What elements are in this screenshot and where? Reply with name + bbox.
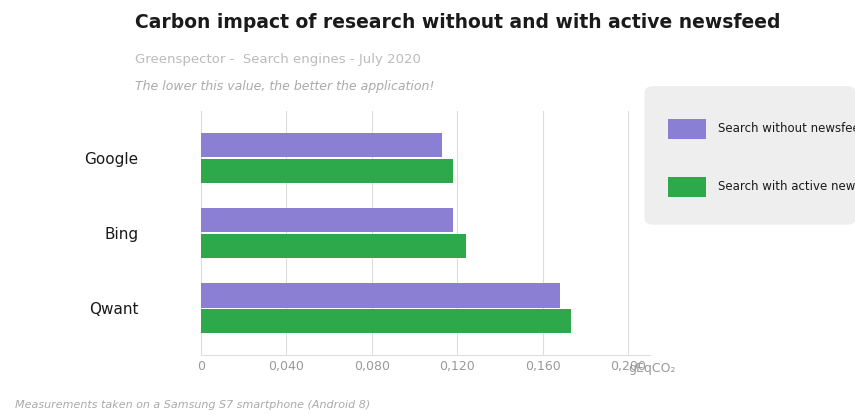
Bar bbox=[201, 234, 466, 258]
Bar bbox=[201, 159, 453, 183]
Text: gEqCO₂: gEqCO₂ bbox=[628, 362, 676, 375]
Bar bbox=[201, 284, 560, 307]
Text: Greenspector -  Search engines - July 2020: Greenspector - Search engines - July 202… bbox=[135, 52, 421, 66]
Text: Carbon impact of research without and with active newsfeed: Carbon impact of research without and wi… bbox=[135, 13, 781, 32]
Bar bbox=[201, 208, 453, 232]
Bar bbox=[668, 119, 706, 139]
Text: Search with active newsfeed: Search with active newsfeed bbox=[717, 181, 855, 193]
Text: Search without newsfeed: Search without newsfeed bbox=[717, 123, 855, 135]
Bar bbox=[201, 133, 443, 157]
FancyBboxPatch shape bbox=[645, 86, 855, 225]
Bar bbox=[201, 309, 571, 333]
Text: The lower this value, the better the application!: The lower this value, the better the app… bbox=[135, 80, 434, 93]
Bar bbox=[668, 177, 706, 197]
Text: Measurements taken on a Samsung S7 smartphone (Android 8): Measurements taken on a Samsung S7 smart… bbox=[15, 399, 370, 409]
